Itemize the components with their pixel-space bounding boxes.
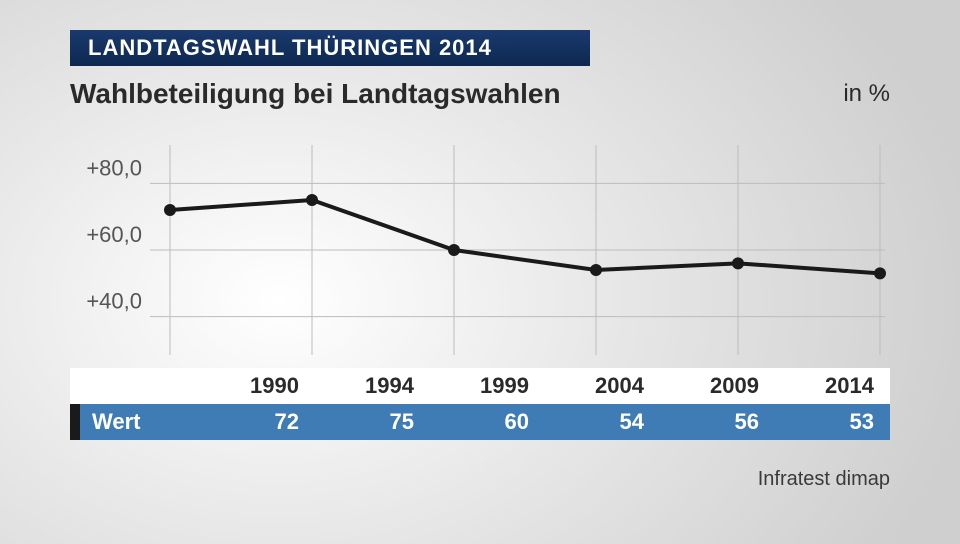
value-cell: 60 bbox=[430, 409, 545, 435]
chart-subtitle: Wahlbeteiligung bei Landtagswahlen bbox=[70, 78, 561, 110]
value-row: Wert 72 75 60 54 56 53 bbox=[70, 404, 890, 440]
data-point bbox=[874, 267, 886, 279]
year-cell: 2014 bbox=[775, 373, 890, 399]
data-point bbox=[306, 194, 318, 206]
subtitle-row: Wahlbeteiligung bei Landtagswahlen in % bbox=[70, 74, 890, 114]
year-row: 1990 1994 1999 2004 2009 2014 bbox=[70, 368, 890, 404]
value-cell: 53 bbox=[775, 409, 890, 435]
value-cell: 75 bbox=[315, 409, 430, 435]
line-chart: +40,0 +60,0 +80,0 bbox=[70, 140, 890, 360]
value-cell: 72 bbox=[200, 409, 315, 435]
source-label: Infratest dimap bbox=[758, 468, 890, 491]
value-cell: 54 bbox=[545, 409, 660, 435]
year-cell: 1999 bbox=[430, 373, 545, 399]
year-cell: 2009 bbox=[660, 373, 775, 399]
data-point bbox=[164, 204, 176, 216]
chart-unit: in % bbox=[843, 80, 890, 108]
chart-svg: +40,0 +60,0 +80,0 bbox=[70, 140, 890, 360]
year-cell: 1990 bbox=[200, 373, 315, 399]
data-point bbox=[732, 257, 744, 269]
series-line bbox=[170, 200, 880, 273]
series-label: Wert bbox=[70, 409, 200, 435]
data-point bbox=[448, 244, 460, 256]
data-point bbox=[590, 264, 602, 276]
y-tick-label: +80,0 bbox=[86, 155, 142, 180]
year-cell: 2004 bbox=[545, 373, 660, 399]
value-cell: 56 bbox=[660, 409, 775, 435]
y-tick-label: +60,0 bbox=[86, 222, 142, 247]
header-banner: LANDTAGSWAHL THÜRINGEN 2014 bbox=[70, 30, 590, 66]
year-cell: 1994 bbox=[315, 373, 430, 399]
banner-text: LANDTAGSWAHL THÜRINGEN 2014 bbox=[88, 35, 492, 61]
y-tick-label: +40,0 bbox=[86, 289, 142, 314]
